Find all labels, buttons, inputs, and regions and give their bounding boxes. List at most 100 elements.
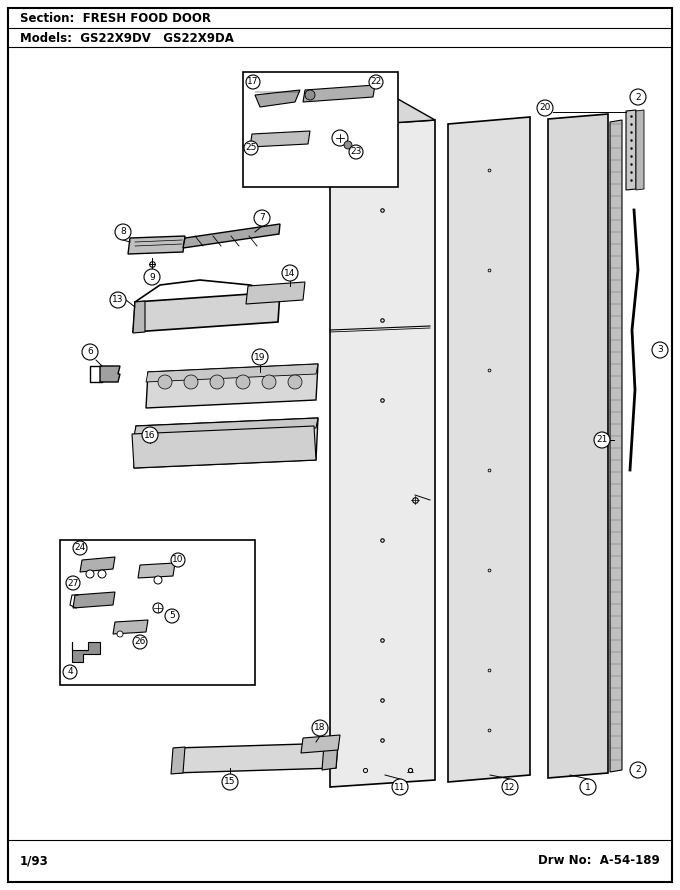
Polygon shape bbox=[636, 110, 644, 190]
Polygon shape bbox=[134, 418, 318, 436]
Text: 22: 22 bbox=[371, 77, 381, 86]
Polygon shape bbox=[100, 366, 120, 382]
Text: 25: 25 bbox=[245, 143, 256, 152]
Circle shape bbox=[184, 375, 198, 389]
Text: 2: 2 bbox=[635, 93, 641, 101]
Polygon shape bbox=[548, 114, 608, 778]
Polygon shape bbox=[80, 557, 115, 572]
Circle shape bbox=[282, 265, 298, 281]
Polygon shape bbox=[330, 90, 435, 127]
Circle shape bbox=[630, 762, 646, 778]
Circle shape bbox=[305, 90, 315, 100]
Text: 8: 8 bbox=[120, 228, 126, 237]
Polygon shape bbox=[128, 236, 185, 254]
Circle shape bbox=[392, 779, 408, 795]
Text: 19: 19 bbox=[254, 352, 266, 361]
Circle shape bbox=[254, 210, 270, 226]
Polygon shape bbox=[330, 120, 435, 787]
Polygon shape bbox=[134, 418, 318, 468]
Polygon shape bbox=[626, 110, 636, 190]
Text: 18: 18 bbox=[314, 724, 326, 732]
Polygon shape bbox=[146, 364, 318, 382]
Polygon shape bbox=[255, 90, 300, 107]
Circle shape bbox=[144, 269, 160, 285]
Circle shape bbox=[332, 130, 348, 146]
Circle shape bbox=[158, 375, 172, 389]
Circle shape bbox=[73, 541, 87, 555]
Polygon shape bbox=[183, 224, 280, 248]
Text: 21: 21 bbox=[596, 435, 608, 444]
Text: 14: 14 bbox=[284, 269, 296, 278]
Circle shape bbox=[63, 665, 77, 679]
Circle shape bbox=[66, 576, 80, 590]
Circle shape bbox=[537, 100, 553, 116]
Text: Drw No:  A-54-189: Drw No: A-54-189 bbox=[539, 854, 660, 868]
Text: 26: 26 bbox=[135, 637, 146, 646]
Text: 12: 12 bbox=[505, 782, 515, 791]
Text: 7: 7 bbox=[259, 214, 265, 222]
Text: 27: 27 bbox=[67, 578, 79, 587]
Text: Section:  FRESH FOOD DOOR: Section: FRESH FOOD DOOR bbox=[20, 12, 211, 25]
Polygon shape bbox=[171, 747, 185, 774]
Circle shape bbox=[252, 349, 268, 365]
Circle shape bbox=[312, 720, 328, 736]
Circle shape bbox=[236, 375, 250, 389]
Circle shape bbox=[171, 553, 185, 567]
Circle shape bbox=[246, 75, 260, 89]
Text: 15: 15 bbox=[224, 778, 236, 787]
Polygon shape bbox=[303, 85, 375, 102]
Circle shape bbox=[580, 779, 596, 795]
Circle shape bbox=[117, 631, 123, 637]
Polygon shape bbox=[73, 592, 115, 608]
Polygon shape bbox=[322, 743, 338, 770]
Circle shape bbox=[349, 145, 363, 159]
Polygon shape bbox=[133, 292, 280, 332]
Bar bbox=[60, 540, 255, 685]
Text: 4: 4 bbox=[67, 668, 73, 676]
Circle shape bbox=[652, 342, 668, 358]
Text: 6: 6 bbox=[87, 347, 93, 357]
Text: 1: 1 bbox=[585, 782, 591, 791]
Text: 16: 16 bbox=[144, 431, 156, 440]
Text: 9: 9 bbox=[149, 272, 155, 281]
Text: 3: 3 bbox=[657, 345, 663, 354]
Text: Models:  GS22X9DV   GS22X9DA: Models: GS22X9DV GS22X9DA bbox=[20, 31, 234, 44]
Circle shape bbox=[344, 141, 352, 149]
Polygon shape bbox=[132, 426, 316, 468]
Polygon shape bbox=[72, 642, 100, 662]
Circle shape bbox=[115, 224, 131, 240]
Circle shape bbox=[244, 141, 258, 155]
Circle shape bbox=[222, 774, 238, 790]
Text: 20: 20 bbox=[539, 103, 551, 112]
Circle shape bbox=[133, 635, 147, 649]
Circle shape bbox=[86, 570, 94, 578]
Circle shape bbox=[630, 89, 646, 105]
Circle shape bbox=[502, 779, 518, 795]
Text: 10: 10 bbox=[172, 555, 184, 564]
Text: 17: 17 bbox=[248, 77, 259, 86]
Polygon shape bbox=[146, 364, 318, 408]
Text: 5: 5 bbox=[169, 611, 175, 620]
Bar bbox=[243, 72, 398, 187]
Polygon shape bbox=[246, 282, 305, 304]
Circle shape bbox=[153, 603, 163, 613]
Text: 24: 24 bbox=[74, 544, 86, 553]
Circle shape bbox=[142, 427, 158, 443]
Polygon shape bbox=[301, 735, 340, 753]
Polygon shape bbox=[448, 117, 530, 782]
Circle shape bbox=[369, 75, 383, 89]
Circle shape bbox=[288, 375, 302, 389]
Polygon shape bbox=[133, 301, 145, 333]
Circle shape bbox=[165, 609, 179, 623]
Circle shape bbox=[594, 432, 610, 448]
Polygon shape bbox=[173, 743, 338, 773]
Text: 23: 23 bbox=[350, 148, 362, 157]
Circle shape bbox=[98, 570, 106, 578]
Circle shape bbox=[110, 292, 126, 308]
Circle shape bbox=[210, 375, 224, 389]
Circle shape bbox=[154, 576, 162, 584]
Text: 11: 11 bbox=[394, 782, 406, 791]
Polygon shape bbox=[250, 131, 310, 147]
Text: 13: 13 bbox=[112, 295, 124, 304]
Circle shape bbox=[262, 375, 276, 389]
